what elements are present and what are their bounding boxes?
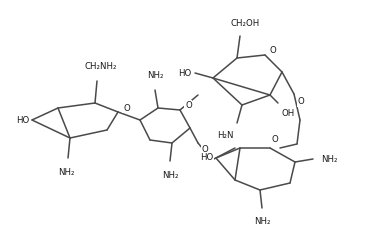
Text: H₂N: H₂N [217, 131, 234, 140]
Text: NH₂: NH₂ [58, 168, 74, 177]
Text: OH: OH [282, 109, 295, 118]
Text: HO: HO [178, 68, 191, 78]
Text: NH₂: NH₂ [321, 154, 338, 164]
Text: O: O [269, 46, 276, 55]
Text: CH₂OH: CH₂OH [230, 19, 260, 28]
Text: NH₂: NH₂ [147, 71, 163, 80]
Text: O: O [298, 98, 305, 106]
Text: CH₂NH₂: CH₂NH₂ [85, 62, 117, 71]
Text: O: O [185, 101, 192, 110]
Text: NH₂: NH₂ [254, 217, 270, 226]
Text: O: O [123, 103, 130, 113]
Text: O: O [272, 136, 279, 145]
Text: HO: HO [16, 115, 29, 125]
Text: NH₂: NH₂ [162, 171, 178, 180]
Text: HO: HO [200, 153, 213, 162]
Text: O: O [202, 145, 209, 154]
